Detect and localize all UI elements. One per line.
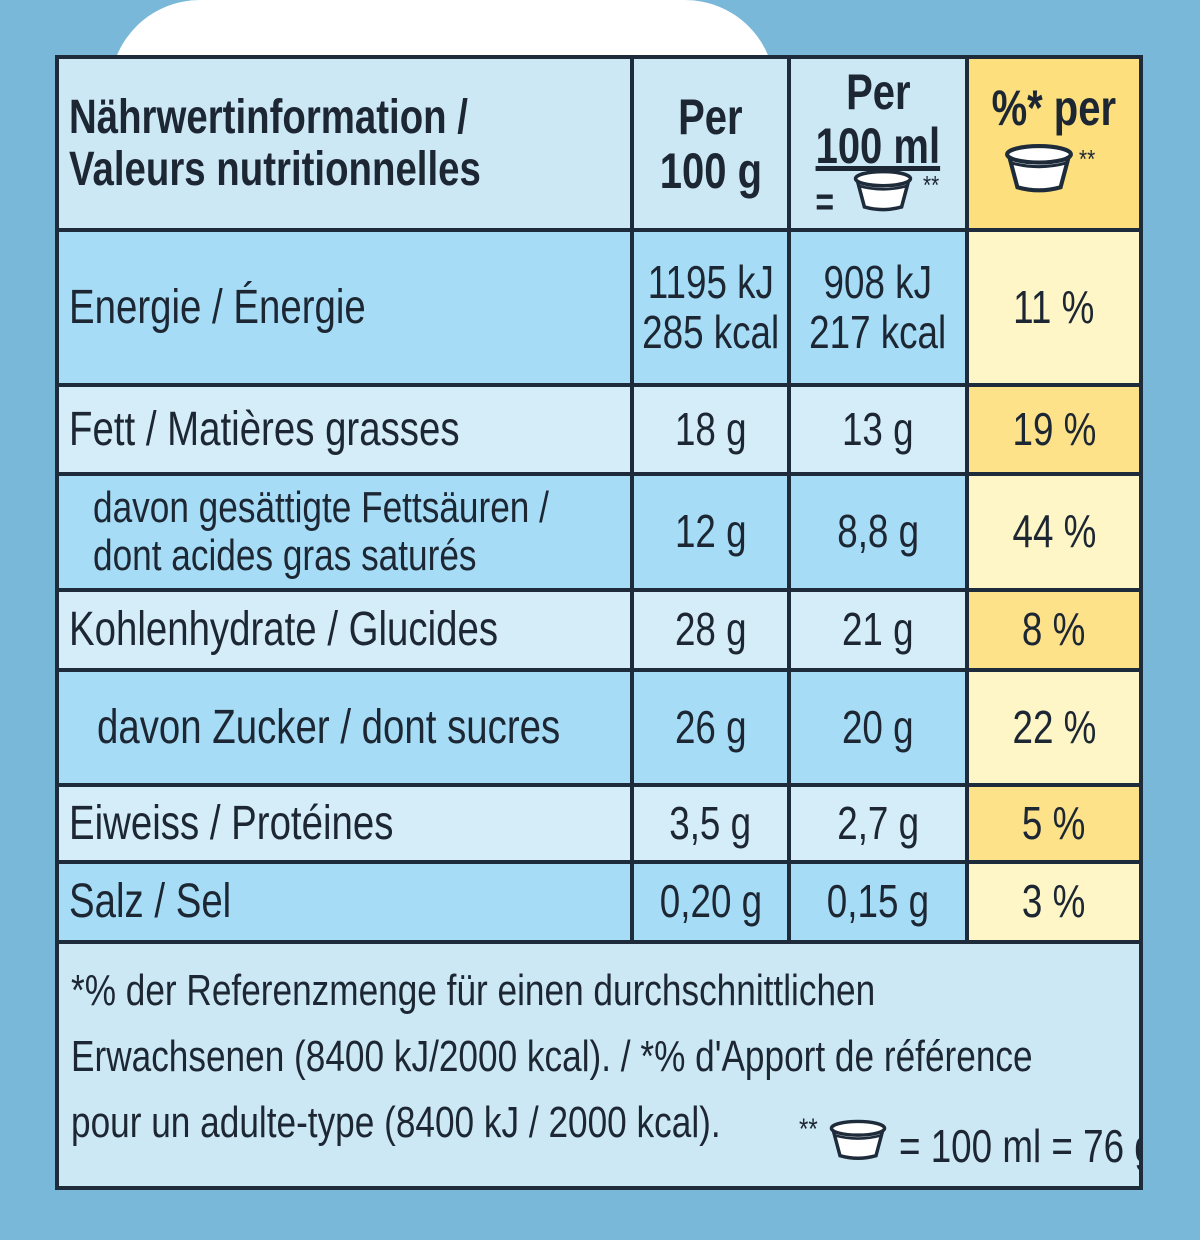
- text-line: dont acides gras saturés: [93, 531, 477, 580]
- text-line: %* per: [991, 80, 1117, 136]
- row-per-100g: 1195 kJ 285 kcal: [630, 228, 791, 387]
- text-line: Salz / Sel: [69, 875, 232, 929]
- row-percent: 19 %: [965, 383, 1143, 476]
- text-line: 19 %: [1012, 402, 1096, 455]
- text-line: 20 g: [842, 700, 914, 753]
- text-line: *% der Referenzmenge für einen durchschn…: [71, 966, 876, 1015]
- header-percent: %* per **: [965, 55, 1143, 232]
- header-per-100g: Per 100 g: [630, 55, 791, 232]
- text-line: Fett / Matières grasses: [69, 402, 460, 456]
- cup-icon: [1005, 144, 1073, 193]
- text-line: Eiweiss / Protéines: [69, 796, 394, 850]
- text-line: Kohlenhydrate / Glucides: [69, 603, 499, 657]
- text-line: Energie / Énergie: [69, 280, 366, 334]
- row-per-100g: 12 g: [630, 472, 791, 592]
- row-per-100ml: 8,8 g: [787, 472, 969, 592]
- row-per-100g: 28 g: [630, 588, 791, 672]
- text-line: 12 g: [674, 505, 747, 558]
- text-line: =: [815, 180, 835, 224]
- row-label: Fett / Matières grasses: [55, 383, 634, 476]
- text-line: **: [1079, 144, 1096, 174]
- text-line: 0,15 g: [826, 875, 930, 928]
- text-line: Valeurs nutritionnelles: [69, 142, 481, 196]
- text-line: 100 g: [659, 142, 762, 199]
- row-percent: 11 %: [965, 228, 1143, 387]
- text-line: 2,7 g: [837, 796, 919, 849]
- row-per-100g: 26 g: [630, 668, 791, 787]
- text-line: 285 kcal: [641, 305, 780, 358]
- row-label: Eiweiss / Protéines: [55, 783, 634, 864]
- text-line: 11 %: [1013, 280, 1095, 333]
- header-per-100ml: Per 100 ml = **: [787, 55, 969, 232]
- text-line: 18 g: [674, 402, 747, 455]
- cup-icon: [829, 1119, 887, 1160]
- row-per-100ml: 21 g: [787, 588, 969, 672]
- text-line: 44 %: [1012, 505, 1096, 558]
- text-line: 22 %: [1012, 700, 1096, 753]
- text-line: Per: [845, 64, 911, 120]
- footnote: *% der Referenzmenge für einen durchschn…: [55, 940, 1143, 1190]
- row-per-100g: 3,5 g: [630, 783, 791, 864]
- text-line: **: [923, 170, 940, 200]
- cup-icon: [853, 169, 913, 212]
- text-line: 26 g: [674, 700, 747, 753]
- row-per-100ml: 0,15 g: [787, 860, 969, 944]
- header-title: Nährwertinformation / Valeurs nutritionne…: [55, 55, 634, 232]
- row-per-100ml: 2,7 g: [787, 783, 969, 864]
- text-line: 8,8 g: [837, 505, 919, 558]
- text-line: 5 %: [1022, 796, 1086, 849]
- text-line: 908 kJ: [823, 255, 933, 308]
- text-line: 100 ml: [815, 118, 941, 174]
- text-line: 21 g: [842, 603, 914, 656]
- text-line: = 100 ml = 76 g: [899, 1120, 1143, 1172]
- text-line: Erwachsenen (8400 kJ/2000 kcal). / *% d'…: [71, 1032, 1033, 1081]
- text-line: Nährwertinformation /: [69, 90, 468, 144]
- row-label: Salz / Sel: [55, 860, 634, 944]
- text-line: Per: [678, 88, 743, 145]
- text-line: **: [799, 1113, 818, 1146]
- row-label: davon Zucker / dont sucres: [55, 668, 634, 787]
- text-line: davon gesättigte Fettsäuren /: [93, 483, 549, 533]
- row-label: Kohlenhydrate / Glucides: [55, 588, 634, 672]
- row-percent: 44 %: [965, 472, 1143, 592]
- text-line: pour un adulte-type (8400 kJ / 2000 kcal…: [71, 1098, 721, 1147]
- row-per-100ml: 908 kJ 217 kcal: [787, 228, 969, 387]
- row-per-100g: 18 g: [630, 383, 791, 476]
- row-per-100ml: 13 g: [787, 383, 969, 476]
- row-percent: 3 %: [965, 860, 1143, 944]
- text-line: davon Zucker / dont sucres: [97, 700, 561, 754]
- row-label: Energie / Énergie: [55, 228, 634, 387]
- text-line: 3,5 g: [669, 796, 752, 849]
- row-per-100ml: 20 g: [787, 668, 969, 787]
- text-line: 1195 kJ: [647, 255, 774, 308]
- text-line: 217 kcal: [809, 305, 947, 358]
- text-line: 0,20 g: [659, 875, 762, 928]
- row-per-100g: 0,20 g: [630, 860, 791, 944]
- text-line: 13 g: [842, 402, 914, 455]
- row-percent: 8 %: [965, 588, 1143, 672]
- text-line: 8 %: [1022, 603, 1086, 656]
- row-percent: 5 %: [965, 783, 1143, 864]
- text-line: 28 g: [674, 603, 747, 656]
- text-line: 3 %: [1022, 875, 1086, 928]
- row-percent: 22 %: [965, 668, 1143, 787]
- row-label: davon gesättigte Fettsäuren / dont acides…: [55, 472, 634, 592]
